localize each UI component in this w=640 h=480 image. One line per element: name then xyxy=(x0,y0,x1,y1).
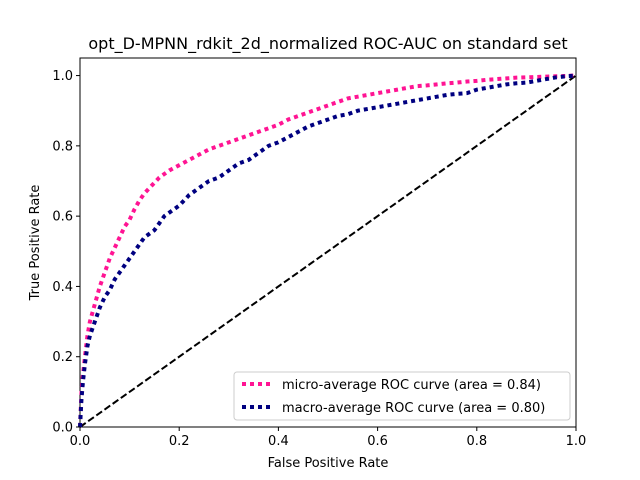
plot-area xyxy=(79,57,577,428)
y-tick-label: 0.4 xyxy=(52,280,73,295)
legend-box xyxy=(233,371,571,421)
legend-entry-micro: micro-average ROC curve (area = 0.84) xyxy=(282,378,541,393)
series-line-micro-average xyxy=(78,73,577,428)
x-axis-label: False Positive Rate xyxy=(268,456,389,471)
y-tick-label: 0.0 xyxy=(52,421,73,436)
x-tick-label: 0.4 xyxy=(268,434,289,449)
x-tick-label: 0.8 xyxy=(466,434,487,449)
x-tick-label: 0.0 xyxy=(70,434,91,449)
y-tick-label: 0.2 xyxy=(52,350,73,365)
series-line-macro-average xyxy=(78,73,577,428)
legend: micro-average ROC curve (area = 0.84) ma… xyxy=(233,371,571,421)
y-tick-label: 1.0 xyxy=(52,69,73,84)
series-layer xyxy=(78,73,577,428)
chance-diagonal-line xyxy=(79,74,577,428)
ticks-layer: 0.0 0.2 0.4 0.6 0.8 1.0 0.0 0.2 0.4 0.6 0.8 1.0 xyxy=(52,69,586,449)
y-tick-label: 0.6 xyxy=(52,210,73,225)
y-tick-label: 0.8 xyxy=(52,139,73,154)
chart-title: opt_D-MPNN_rdkit_2d_normalized ROC-AUC o… xyxy=(88,34,567,54)
x-tick-label: 1.0 xyxy=(566,434,587,449)
y-axis-label: True Positive Rate xyxy=(28,185,43,302)
x-tick-label: 0.6 xyxy=(367,434,388,449)
legend-entry-macro: macro-average ROC curve (area = 0.80) xyxy=(282,401,545,416)
x-tick-label: 0.2 xyxy=(169,434,190,449)
